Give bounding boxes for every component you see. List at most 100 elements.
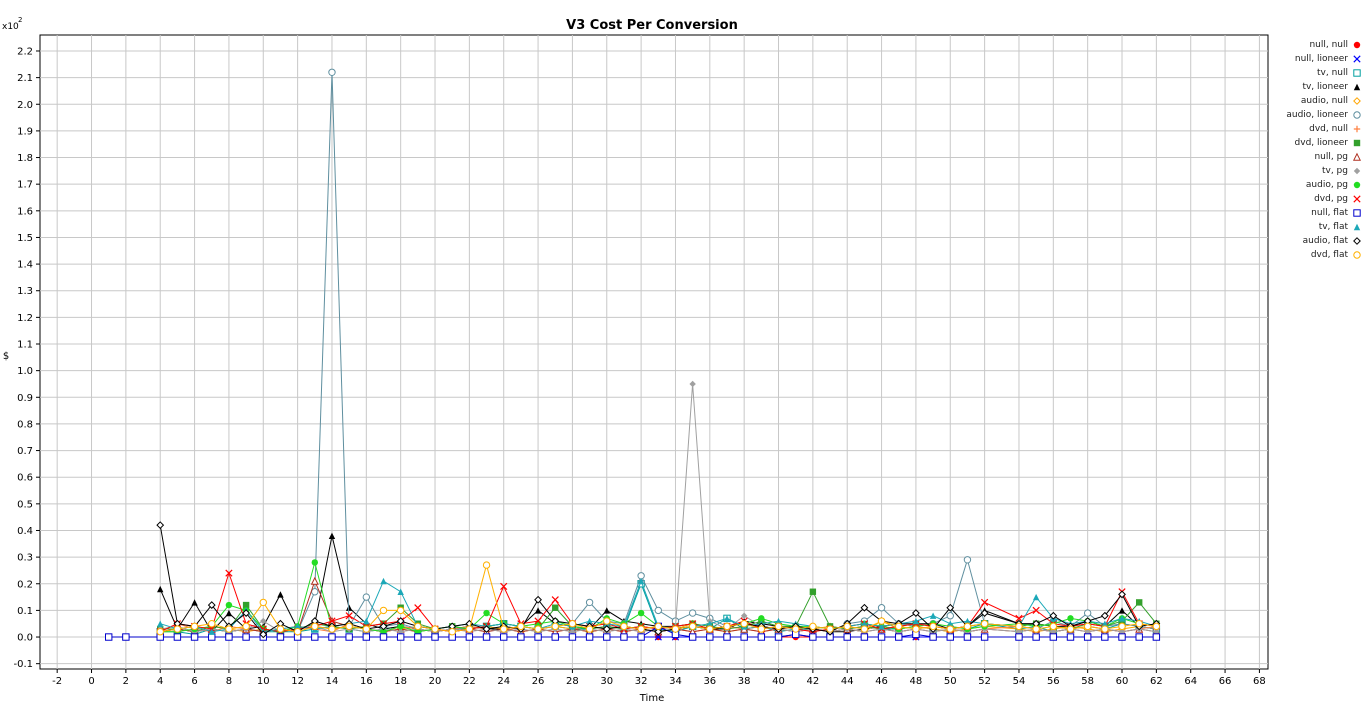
- data-point: [1101, 633, 1109, 641]
- data-point: [809, 633, 817, 641]
- data-point: [310, 576, 319, 585]
- legend-label: tv, null: [1317, 68, 1348, 78]
- legend-label: dvd, pg: [1314, 194, 1348, 204]
- data-point: [345, 622, 353, 631]
- x-tick-label: 4: [157, 676, 163, 687]
- data-point: [156, 521, 165, 530]
- data-point: [740, 620, 748, 628]
- data-point: [294, 623, 301, 630]
- data-point: [1118, 590, 1126, 599]
- data-point: [208, 620, 216, 628]
- data-point: [534, 617, 542, 625]
- legend-marker: [1353, 41, 1361, 49]
- data-point: [860, 625, 869, 633]
- legend-marker-icon: [1353, 69, 1361, 77]
- legend-label: audio, flat: [1302, 236, 1348, 246]
- y-tick-label: 0.0: [17, 633, 33, 644]
- legend-marker-icon: [1353, 223, 1361, 231]
- x-tick-label: 62: [1150, 676, 1163, 687]
- data-point: [379, 622, 388, 631]
- data-point: [500, 633, 508, 641]
- y-tick-label: 1.3: [17, 286, 33, 297]
- x-tick-label: 60: [1116, 676, 1129, 687]
- legend-marker: [1353, 167, 1361, 175]
- x-tick-label: 26: [532, 676, 545, 687]
- data-point: [551, 596, 559, 604]
- x-tick-label: 44: [841, 676, 854, 687]
- data-point: [585, 625, 594, 633]
- x-tick-label: 52: [978, 676, 991, 687]
- data-point: [1118, 615, 1126, 622]
- data-point: [775, 617, 782, 625]
- data-point: [311, 622, 319, 631]
- legend-marker-icon: [1353, 139, 1361, 147]
- data-point: [637, 625, 645, 633]
- legend-label: tv, pg: [1321, 166, 1348, 176]
- y-tick-label: 0.5: [17, 499, 33, 510]
- data-point: [1066, 625, 1075, 633]
- x-tick-label: -2: [52, 676, 62, 687]
- data-point: [1049, 622, 1058, 631]
- data-point: [758, 615, 765, 622]
- data-point: [362, 633, 371, 641]
- legend-label: null, lioneer: [1294, 54, 1348, 64]
- data-point: [1083, 622, 1092, 631]
- data-point: [414, 628, 422, 635]
- data-point: [379, 606, 388, 615]
- data-point: [482, 633, 491, 641]
- data-point: [534, 625, 542, 633]
- plot-frame: [39, 34, 1269, 670]
- y-tick-label: 1.8: [17, 153, 33, 164]
- x-tick-label: 8: [226, 676, 232, 687]
- data-point: [637, 633, 645, 641]
- data-point: [328, 625, 336, 633]
- data-point: [603, 617, 611, 625]
- data-point: [190, 622, 199, 631]
- legend-label: tv, lioneer: [1302, 82, 1348, 92]
- data-point: [431, 633, 439, 641]
- y-tick-label: 0.1: [17, 606, 33, 617]
- data-point: [397, 628, 404, 635]
- data-point: [671, 625, 680, 633]
- legend-item: audio, null: [1262, 94, 1362, 108]
- data-point: [328, 617, 336, 625]
- data-point: [380, 628, 387, 635]
- legend-marker: [1353, 209, 1361, 217]
- y-tick-label: -0.1: [13, 659, 33, 670]
- y-multiplier-exponent: 2: [18, 16, 22, 24]
- data-point: [877, 633, 886, 641]
- x-tick-label: 30: [600, 676, 613, 687]
- data-point: [946, 625, 954, 633]
- data-point: [861, 620, 868, 627]
- data-point: [569, 628, 576, 635]
- data-point: [964, 617, 971, 625]
- series-line: [159, 525, 1157, 636]
- data-point: [1083, 609, 1092, 617]
- data-point: [947, 620, 954, 627]
- x-tick-label: 12: [291, 676, 304, 687]
- legend-item: null, lioneer: [1262, 52, 1362, 66]
- legend-label: null, flat: [1311, 208, 1348, 218]
- legend-item: tv, pg: [1262, 164, 1362, 178]
- legend-item: tv, null: [1262, 66, 1362, 80]
- data-point: [311, 559, 318, 566]
- data-point: [104, 633, 113, 641]
- data-point: [534, 607, 542, 614]
- y-tick-label: 1.4: [17, 260, 33, 271]
- legend-label: audio, lioneer: [1286, 110, 1348, 120]
- legend-marker-icon: [1353, 83, 1361, 91]
- data-point: [414, 622, 422, 631]
- data-point: [1152, 633, 1161, 641]
- data-point: [1015, 614, 1023, 623]
- x-tick-label: 40: [772, 676, 785, 687]
- legend-marker-icon: [1353, 97, 1361, 105]
- data-point: [500, 582, 508, 591]
- data-point: [1067, 615, 1074, 622]
- legend-marker-icon: [1353, 55, 1361, 63]
- x-tick-label: 66: [1219, 676, 1232, 687]
- y-tick-label: 1.7: [17, 180, 33, 191]
- data-point: [259, 630, 268, 639]
- data-point: [877, 617, 886, 625]
- y-tick-label: 2.1: [17, 73, 33, 84]
- legend-item: dvd, pg: [1262, 192, 1362, 206]
